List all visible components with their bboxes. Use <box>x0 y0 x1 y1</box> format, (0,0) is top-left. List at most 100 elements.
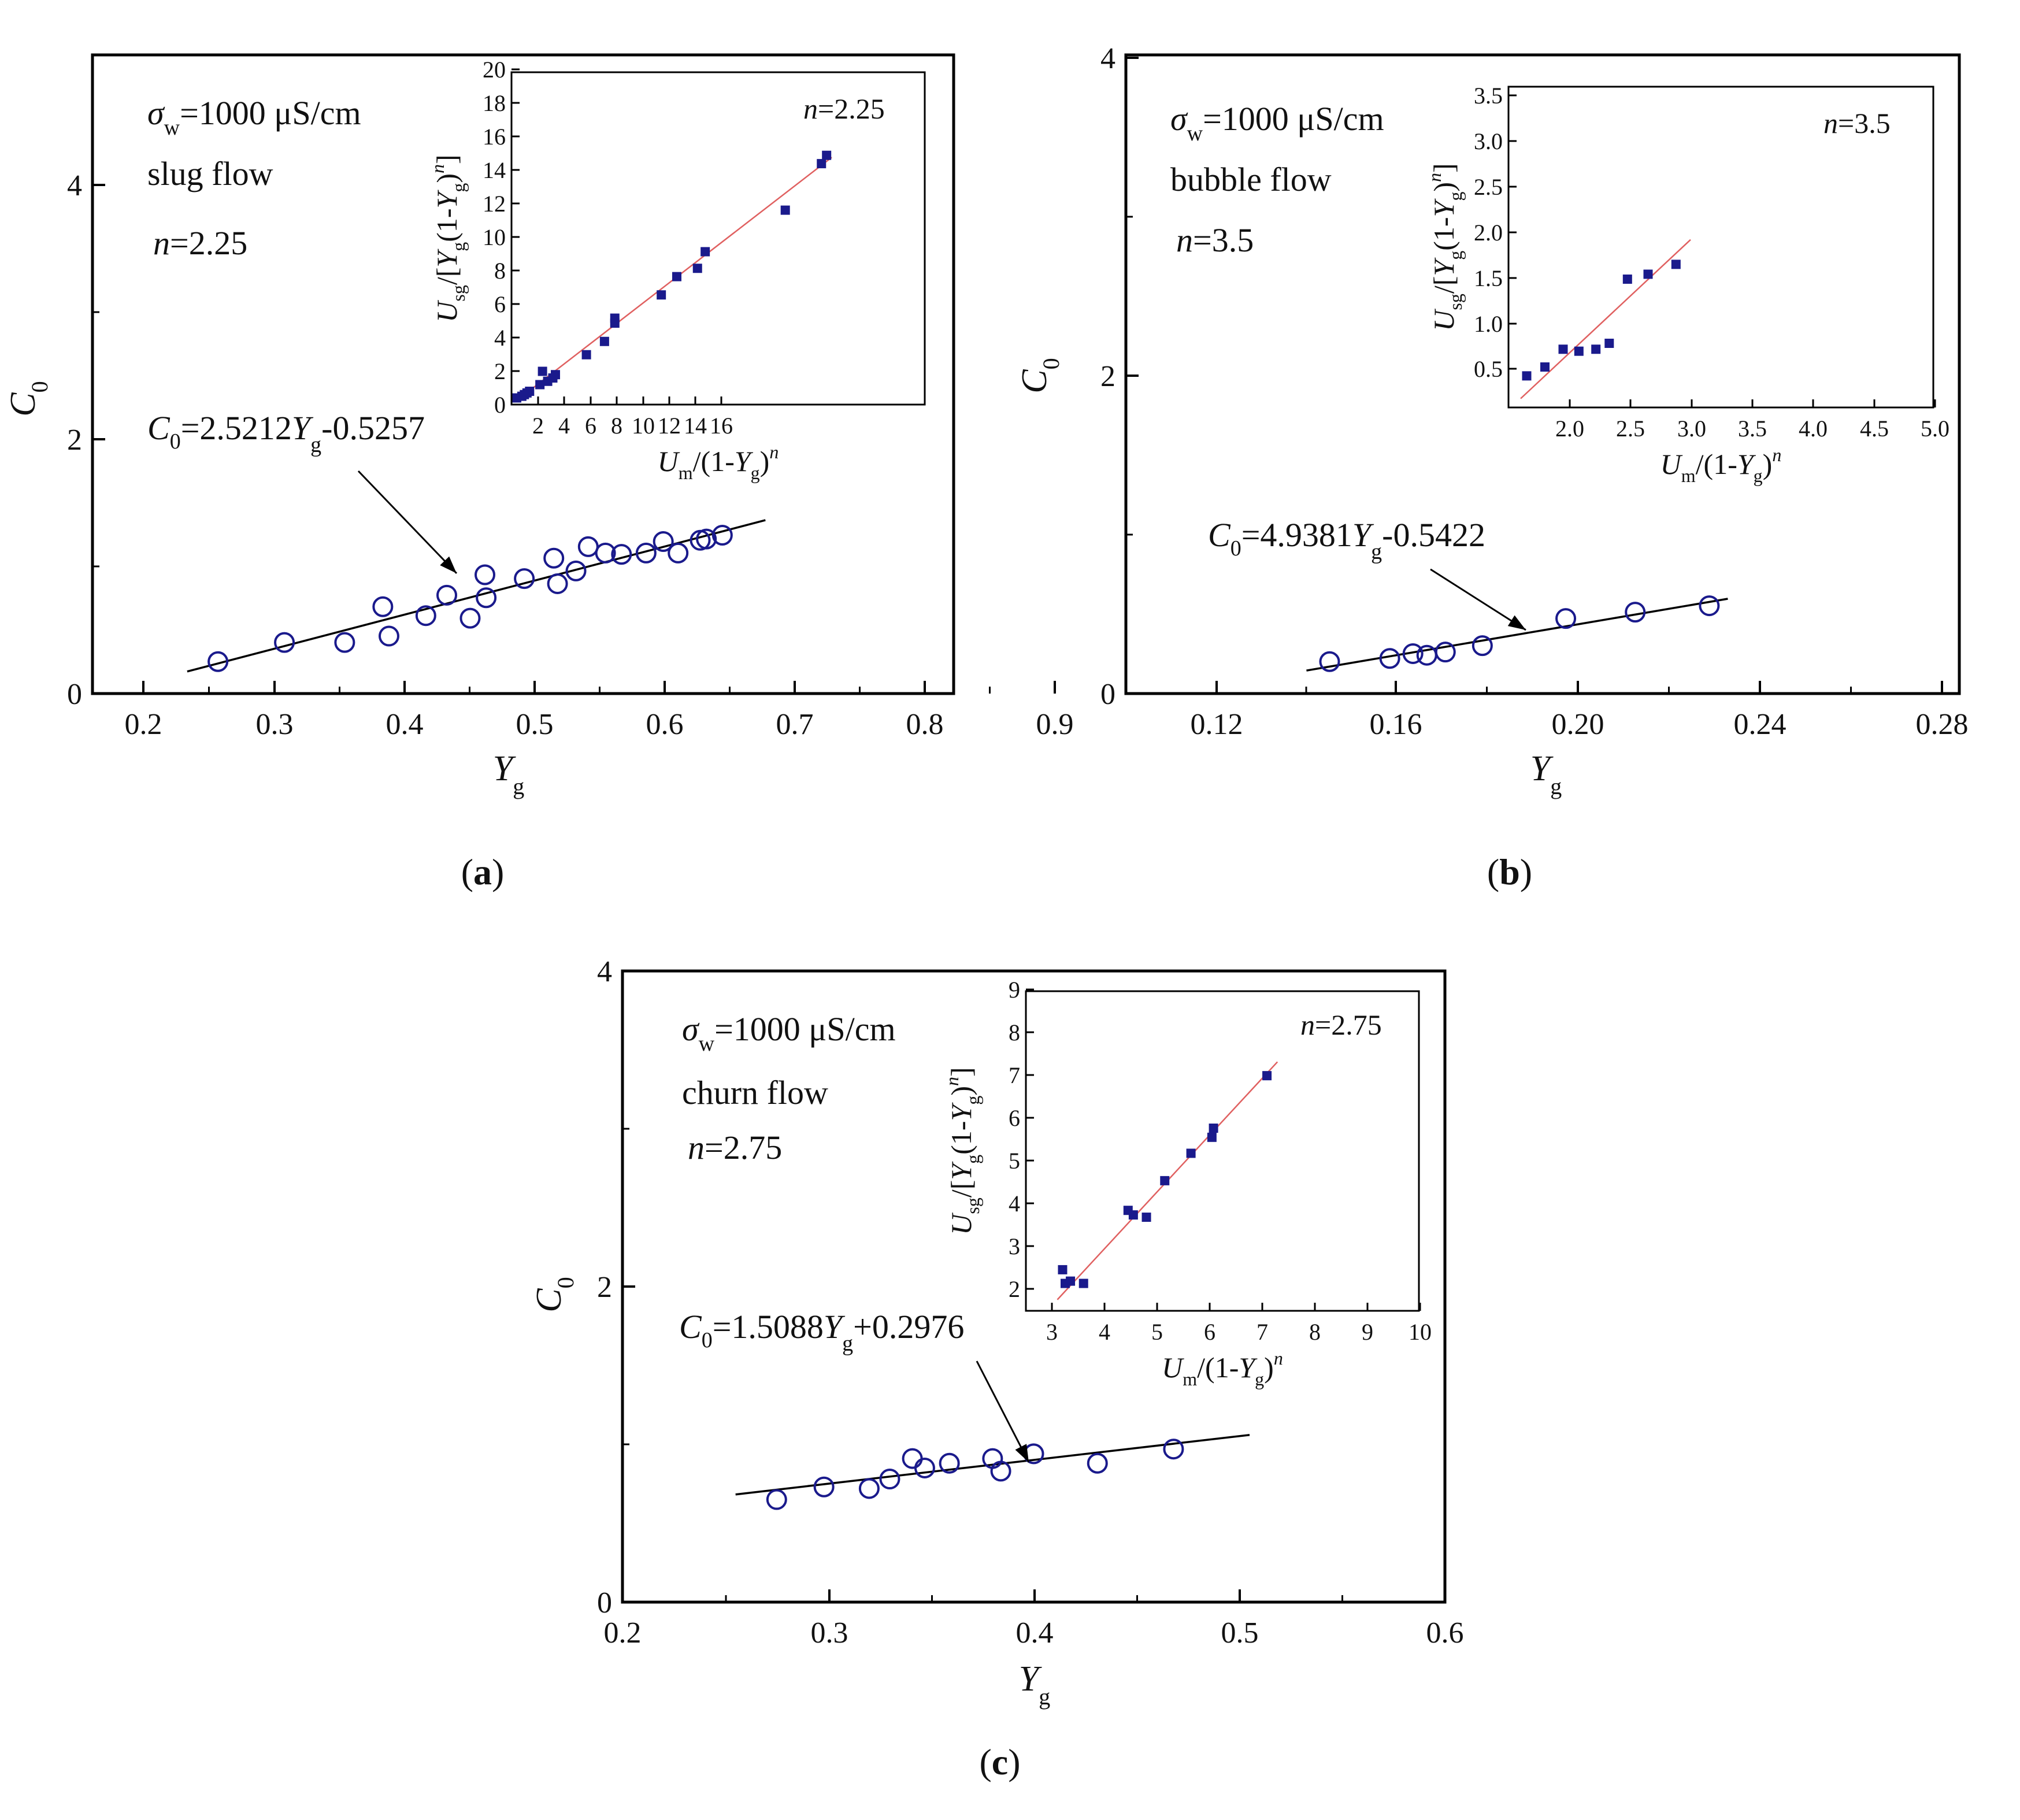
data-point <box>1555 608 1577 629</box>
inset-x-tick-label: 4 <box>1099 1319 1110 1345</box>
x-tick-label: 0.9 <box>1036 708 1074 741</box>
y-axis-title: C0 <box>1015 358 1064 393</box>
inset-data-point <box>1128 1210 1138 1220</box>
inset-x-tick-label: 6 <box>585 413 596 439</box>
inset-data-point <box>1058 1265 1068 1274</box>
inset-y-tick-label: 0 <box>494 392 506 418</box>
n-value: =3.5 <box>1193 221 1254 259</box>
data-point <box>1472 635 1493 657</box>
inset-x-tick-label: 4 <box>558 413 570 439</box>
y-end: ] <box>431 154 463 164</box>
data-point <box>577 536 599 557</box>
inset-y-tick-label: 6 <box>1009 1105 1020 1131</box>
inset-x-tick-label: 4.5 <box>1860 416 1889 442</box>
fit-line <box>735 1434 1250 1496</box>
data-point <box>696 528 717 550</box>
inset-y-tick-label: 18 <box>483 90 506 116</box>
x-tick-label: 0.8 <box>906 708 944 741</box>
data-point <box>914 1457 935 1478</box>
x-tick-label: 0.24 <box>1734 708 1787 741</box>
eq-y-sub: g <box>310 433 321 457</box>
panel-letter: c <box>992 1741 1008 1782</box>
inset-y-tick-label: 3.5 <box>1474 83 1503 109</box>
inset-y-tick-label: 8 <box>1009 1020 1020 1046</box>
n-symbol: n <box>1300 1009 1315 1041</box>
n-value: =3.5 <box>1838 107 1891 139</box>
conductivity-label: σw=1000 μS/cm <box>682 1010 896 1056</box>
paren: ( <box>461 851 473 892</box>
conductivity-value: =1000 μS/cm <box>714 1010 896 1048</box>
data-point <box>415 605 436 627</box>
inset-frame <box>510 71 926 406</box>
data-point <box>939 1452 960 1474</box>
inset-y-axis-title: Usg/[Yg(1-Yg)n] <box>1424 163 1466 331</box>
inset-y-tick-label: 8 <box>494 258 506 284</box>
data-point <box>514 568 535 590</box>
inset-frame <box>1507 86 1934 409</box>
eq-y: Y <box>1352 516 1374 554</box>
y-tick-label: 0 <box>597 1587 612 1619</box>
x-axis-title: Yg <box>1530 749 1562 799</box>
x-mid: /(1- <box>693 445 735 477</box>
inset-x-tick-label: 4.0 <box>1799 416 1828 442</box>
x-tick-label: 0.2 <box>125 708 162 741</box>
inset-data-point <box>1540 362 1550 372</box>
y-sub: g <box>448 242 469 251</box>
data-point <box>1319 651 1340 672</box>
x-tick-label: 0.4 <box>1016 1617 1054 1650</box>
inset-data-point <box>1207 1132 1217 1142</box>
u-sub: sg <box>962 1198 983 1214</box>
inset-data-point <box>1078 1278 1088 1288</box>
conductivity-value: =1000 μS/cm <box>1203 100 1384 138</box>
inset-chart: 3 4 5 6 7 8 9 1023456789n=2.75Um/(1-Yg)nUsg/[Yg… <box>942 977 1432 1389</box>
inset-data-point <box>1160 1176 1170 1185</box>
inset-x-tick-label: 8 <box>611 413 622 439</box>
inset-y-tick-label: 12 <box>483 191 506 217</box>
data-point <box>879 1469 900 1490</box>
x-exp: n <box>1274 1348 1283 1369</box>
data-point <box>595 542 616 564</box>
eq-intercept: -0.5257 <box>321 409 425 447</box>
inset-data-point <box>672 272 681 281</box>
inset-data-point <box>538 366 547 376</box>
inset-y-tick-label: 2 <box>494 358 506 384</box>
fit-equation: C0=4.9381Yg-0.5422 <box>1208 516 1485 564</box>
y-mid: /[ <box>945 1180 977 1198</box>
inset-x-tick-label: 6 <box>1204 1319 1215 1345</box>
flow-pattern-label: slug flow <box>147 155 273 192</box>
eq-y-sub: g <box>842 1332 853 1356</box>
y2-var: Y <box>431 189 463 208</box>
inset-n-label: n=2.25 <box>803 92 885 125</box>
data-point <box>611 544 632 565</box>
inset-chart: 2.0 2.5 3.0 3.5 4.0 4.5 5.0 0.5 1.0 1.5 2.0 2.5 3.0 3… <box>1424 83 1949 486</box>
x-tick-label: 0.12 <box>1191 708 1243 741</box>
inset-y-tick-label: 2.0 <box>1474 220 1503 246</box>
sigma-subscript: w <box>164 116 180 140</box>
data-point <box>1087 1452 1108 1474</box>
inset-y-tick-label: 2 <box>1009 1276 1020 1302</box>
n-symbol: n <box>1176 221 1193 259</box>
x-mid: /(1- <box>1696 448 1737 480</box>
panel-letter: a <box>473 851 492 892</box>
conductivity-label: σw=1000 μS/cm <box>1170 100 1384 146</box>
inset-x-tick-label: 2.0 <box>1555 416 1584 442</box>
data-point <box>565 560 587 581</box>
x-close: ) <box>1264 1351 1274 1384</box>
data-point <box>475 564 496 585</box>
inset-x-tick-label: 3.0 <box>1677 416 1706 442</box>
inset-data-point <box>548 373 558 383</box>
inset-x-tick-label: 2 <box>532 413 544 439</box>
y-tick-label: 0 <box>67 678 82 711</box>
n-symbol: n <box>803 92 818 125</box>
inset-y-tick-label: 9 <box>1009 977 1020 1003</box>
eq-y-sub: g <box>1371 540 1382 564</box>
arrow-head <box>1015 1444 1029 1462</box>
inset-y-tick-label: 10 <box>483 224 506 250</box>
y-axis-sub: 0 <box>553 1277 579 1288</box>
inset-data-point <box>1671 260 1681 269</box>
eq-slope: =1.5088 <box>713 1308 824 1345</box>
inset-data-point <box>1574 346 1584 356</box>
inset-background <box>512 72 925 405</box>
sigma-subscript: w <box>1187 121 1203 146</box>
